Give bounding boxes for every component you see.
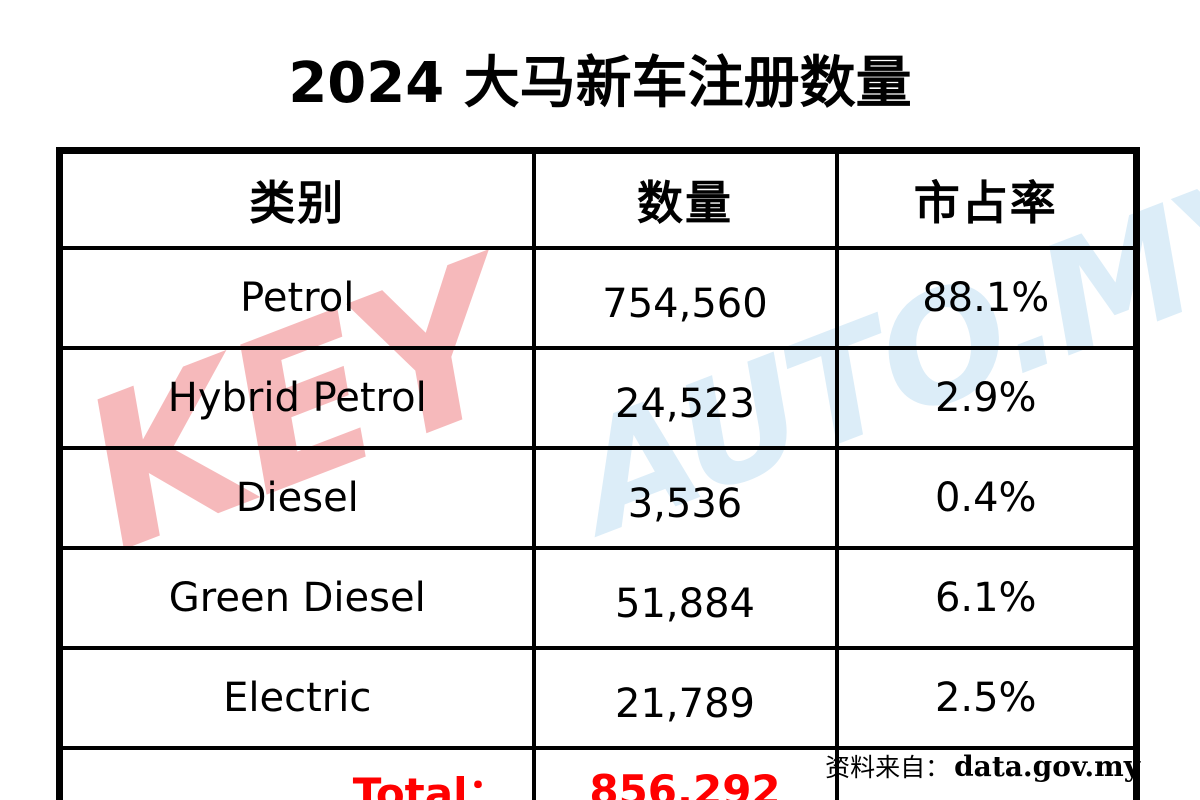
cell-category: Diesel	[57, 446, 536, 550]
cell-category: Green Diesel	[57, 546, 536, 650]
cell-quantity: 754,560	[531, 246, 839, 350]
header-share: 市占率	[834, 148, 1139, 250]
total-share-empty	[834, 746, 1139, 800]
table-row: Diesel 3,536 0.4%	[57, 446, 1139, 550]
cell-category: Electric	[57, 646, 536, 750]
table-row: Electric 21,789 2.5%	[57, 646, 1139, 750]
table-header-row: 类别 数量 市占率	[57, 148, 1139, 250]
table-row: Green Diesel 51,884 6.1%	[57, 546, 1139, 650]
table-row: Petrol 754,560 88.1%	[57, 246, 1139, 350]
cell-quantity: 24,523	[531, 346, 839, 450]
header-quantity: 数量	[531, 148, 839, 250]
cell-share: 88.1%	[834, 246, 1139, 350]
cell-share: 0.4%	[834, 446, 1139, 550]
total-label: Total：	[57, 746, 536, 800]
source-credit: 资料来自： data.gov.my	[825, 748, 1140, 784]
source-label: 资料来自：	[825, 753, 951, 782]
cell-share: 6.1%	[834, 546, 1139, 650]
cell-category: Petrol	[57, 246, 536, 350]
cell-quantity: 51,884	[531, 546, 839, 650]
cell-share: 2.9%	[834, 346, 1139, 450]
cell-share: 2.5%	[834, 646, 1139, 750]
total-value: 856,292	[531, 746, 839, 800]
header-category: 类别	[57, 148, 536, 250]
page-title: 2024 大马新车注册数量	[288, 51, 912, 116]
cell-quantity: 3,536	[531, 446, 839, 550]
table-row: Hybrid Petrol 24,523 2.9%	[57, 346, 1139, 450]
registration-table: 类别 数量 市占率 Petrol 754,560 88.1% Hybrid Pe…	[56, 147, 1140, 800]
cell-quantity: 21,789	[531, 646, 839, 750]
source-url: data.gov.my	[954, 750, 1140, 783]
table-total-row: Total： 856,292	[57, 746, 1139, 800]
cell-category: Hybrid Petrol	[57, 346, 536, 450]
registration-table-wrapper: 类别 数量 市占率 Petrol 754,560 88.1% Hybrid Pe…	[56, 147, 1140, 800]
